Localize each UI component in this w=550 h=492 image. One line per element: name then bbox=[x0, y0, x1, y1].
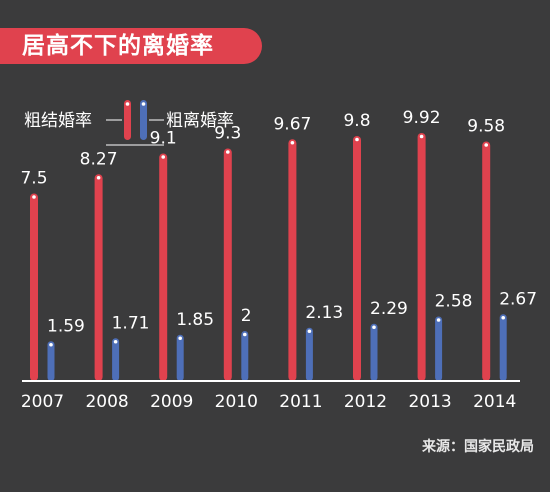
bar-tip-dot bbox=[49, 342, 53, 347]
bar-tip-dot bbox=[355, 137, 359, 142]
x-tick-label-2013: 2013 bbox=[408, 392, 451, 412]
bar-marriage-2011 bbox=[288, 139, 297, 381]
value-label-marriage-2009: 9.1 bbox=[150, 129, 177, 149]
bar-marriage-2008 bbox=[94, 174, 103, 381]
legend-swatch-marriage bbox=[124, 100, 131, 140]
legend-swatch-dot bbox=[141, 102, 146, 106]
value-label-divorce-2008: 1.71 bbox=[112, 313, 150, 333]
bar-tip-dot bbox=[436, 318, 441, 322]
bar-marriage-2014 bbox=[482, 141, 491, 381]
bar-tip-dot bbox=[96, 175, 101, 180]
bar-marriage-2007 bbox=[30, 193, 38, 381]
title-banner: 居高不下的离婚率 bbox=[0, 28, 262, 64]
value-labels-group: 7.5 1.59 8.27 1.71 9.1 1.85 9.3 2 9.67 2.13 9.8 2.2… bbox=[20, 108, 537, 336]
bar-tip-dot bbox=[243, 332, 247, 337]
value-label-marriage-2010: 9.3 bbox=[214, 124, 241, 144]
bar-marriage-2013 bbox=[417, 133, 426, 381]
bar-divorce-2007 bbox=[47, 341, 55, 381]
bar-marriage-2012 bbox=[353, 136, 361, 381]
legend-label-marriage: 粗结婚率 bbox=[24, 111, 92, 131]
value-label-divorce-2012: 2.29 bbox=[370, 299, 408, 319]
bar-marriage-2010 bbox=[223, 148, 232, 381]
bar-tip-dot bbox=[32, 195, 36, 199]
value-label-marriage-2012: 9.8 bbox=[343, 111, 370, 131]
bar-divorce-2014 bbox=[499, 314, 507, 381]
bar-divorce-2009 bbox=[176, 334, 184, 381]
legend: 粗结婚率 粗离婚率 bbox=[24, 100, 234, 146]
bar-divorce-2012 bbox=[370, 323, 378, 381]
bar-divorce-2013 bbox=[435, 316, 443, 381]
bar-tip-dot bbox=[290, 140, 295, 145]
x-tick-label-2008: 2008 bbox=[85, 392, 128, 412]
bar-divorce-2010 bbox=[241, 331, 249, 381]
value-label-marriage-2014: 9.58 bbox=[467, 117, 505, 137]
bar-divorce-2008 bbox=[112, 338, 120, 381]
x-tick-label-2011: 2011 bbox=[279, 392, 322, 412]
x-tick-label-2009: 2009 bbox=[150, 392, 193, 412]
legend-swatch-divorce bbox=[140, 100, 147, 140]
bar-marriage-2009 bbox=[159, 153, 168, 381]
value-label-divorce-2007: 1.59 bbox=[47, 316, 85, 336]
value-label-marriage-2013: 9.92 bbox=[403, 108, 441, 128]
bar-tip-dot bbox=[226, 150, 230, 154]
bar-tip-dot bbox=[419, 134, 424, 139]
bar-divorce-2011 bbox=[305, 327, 313, 381]
value-label-marriage-2007: 7.5 bbox=[20, 169, 47, 189]
bar-tip-dot bbox=[501, 315, 506, 320]
bars-group bbox=[30, 133, 507, 381]
value-label-divorce-2011: 2.13 bbox=[305, 303, 343, 323]
bar-tip-dot bbox=[372, 325, 376, 330]
bar-tip-dot bbox=[161, 155, 165, 159]
value-label-divorce-2013: 2.58 bbox=[435, 292, 473, 312]
x-tick-label-2014: 2014 bbox=[473, 392, 516, 412]
bar-tip-dot bbox=[307, 329, 312, 334]
value-label-divorce-2010: 2 bbox=[241, 306, 252, 326]
chart-title: 居高不下的离婚率 bbox=[22, 33, 214, 59]
value-label-marriage-2008: 8.27 bbox=[80, 149, 118, 169]
bar-tip-dot bbox=[113, 339, 118, 344]
legend-swatch-dot bbox=[125, 102, 130, 106]
x-tick-label-2012: 2012 bbox=[344, 392, 387, 412]
bar-tip-dot bbox=[178, 336, 182, 341]
x-tick-label-2010: 2010 bbox=[215, 392, 258, 412]
value-label-divorce-2009: 1.85 bbox=[176, 310, 214, 330]
x-tick-label-2007: 2007 bbox=[21, 392, 64, 412]
legend-label-divorce: 粗离婚率 bbox=[166, 111, 234, 131]
value-label-marriage-2011: 9.67 bbox=[273, 114, 311, 134]
source-note: 来源：国家民政局 bbox=[422, 439, 534, 455]
x-axis: 2007 2008 2009 2010 2011 2012 2013 2014 bbox=[21, 380, 520, 412]
bar-tip-dot bbox=[484, 143, 489, 147]
value-label-divorce-2014: 2.67 bbox=[499, 289, 537, 309]
